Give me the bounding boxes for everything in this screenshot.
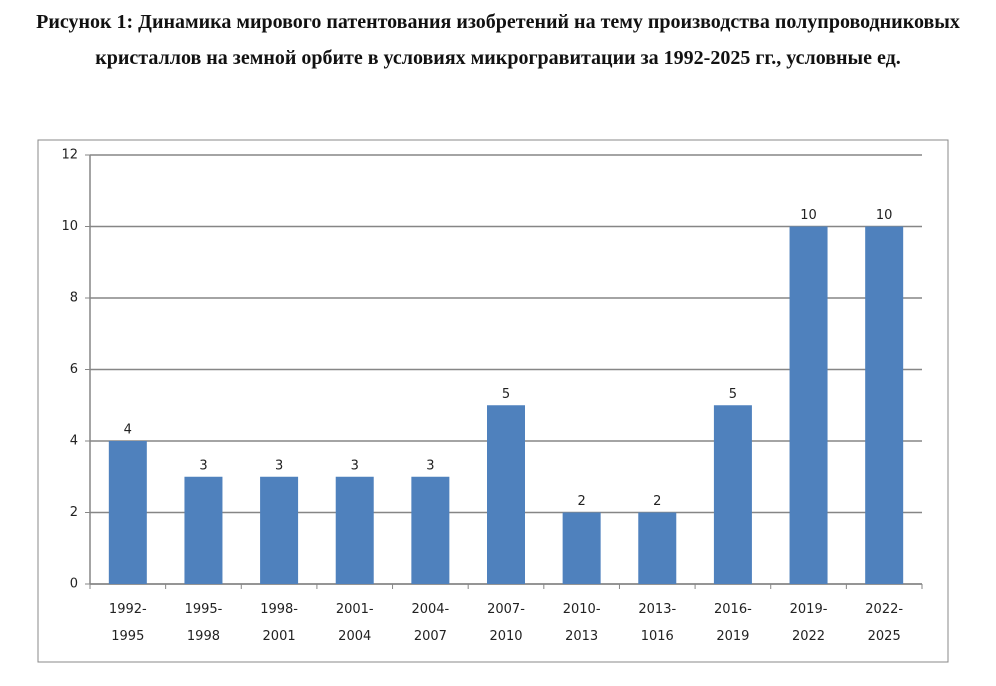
data-label: 2 bbox=[577, 494, 585, 509]
y-tick-label: 8 bbox=[70, 291, 78, 306]
data-label: 3 bbox=[275, 458, 283, 473]
x-tick-label: 2022-2025 bbox=[858, 596, 910, 650]
data-label: 4 bbox=[124, 423, 132, 438]
bar bbox=[790, 227, 828, 585]
bar bbox=[638, 513, 676, 585]
bar bbox=[109, 441, 147, 584]
y-tick-label: 2 bbox=[70, 505, 78, 520]
y-tick-label: 10 bbox=[61, 219, 78, 234]
x-tick-label: 2019-2022 bbox=[783, 596, 835, 650]
data-label: 3 bbox=[426, 458, 434, 473]
data-label: 10 bbox=[800, 208, 817, 223]
bar bbox=[563, 513, 601, 585]
data-label: 2 bbox=[653, 494, 661, 509]
bar bbox=[411, 477, 449, 584]
x-tick-label: 1998-2001 bbox=[253, 596, 305, 650]
x-tick-label: 2016-2019 bbox=[707, 596, 759, 650]
bar bbox=[714, 405, 752, 584]
bar bbox=[260, 477, 298, 584]
bar bbox=[336, 477, 374, 584]
x-tick-label: 2007-2010 bbox=[480, 596, 532, 650]
data-label: 3 bbox=[351, 458, 359, 473]
x-tick-label: 1995-1998 bbox=[177, 596, 229, 650]
bar bbox=[184, 477, 222, 584]
y-tick-label: 6 bbox=[70, 362, 78, 377]
data-label: 10 bbox=[876, 208, 893, 223]
bar bbox=[865, 227, 903, 585]
y-tick-label: 12 bbox=[61, 148, 78, 163]
x-tick-label: 2001-2004 bbox=[329, 596, 381, 650]
x-tick-label: 1992-1995 bbox=[102, 596, 154, 650]
y-tick-label: 0 bbox=[70, 577, 78, 592]
bar bbox=[487, 405, 525, 584]
y-tick-label: 4 bbox=[70, 434, 78, 449]
data-label: 5 bbox=[502, 387, 510, 402]
x-tick-label: 2010-2013 bbox=[556, 596, 608, 650]
x-tick-label: 2013-1016 bbox=[631, 596, 683, 650]
data-label: 3 bbox=[199, 458, 207, 473]
x-tick-label: 2004-2007 bbox=[404, 596, 456, 650]
data-label: 5 bbox=[729, 387, 737, 402]
